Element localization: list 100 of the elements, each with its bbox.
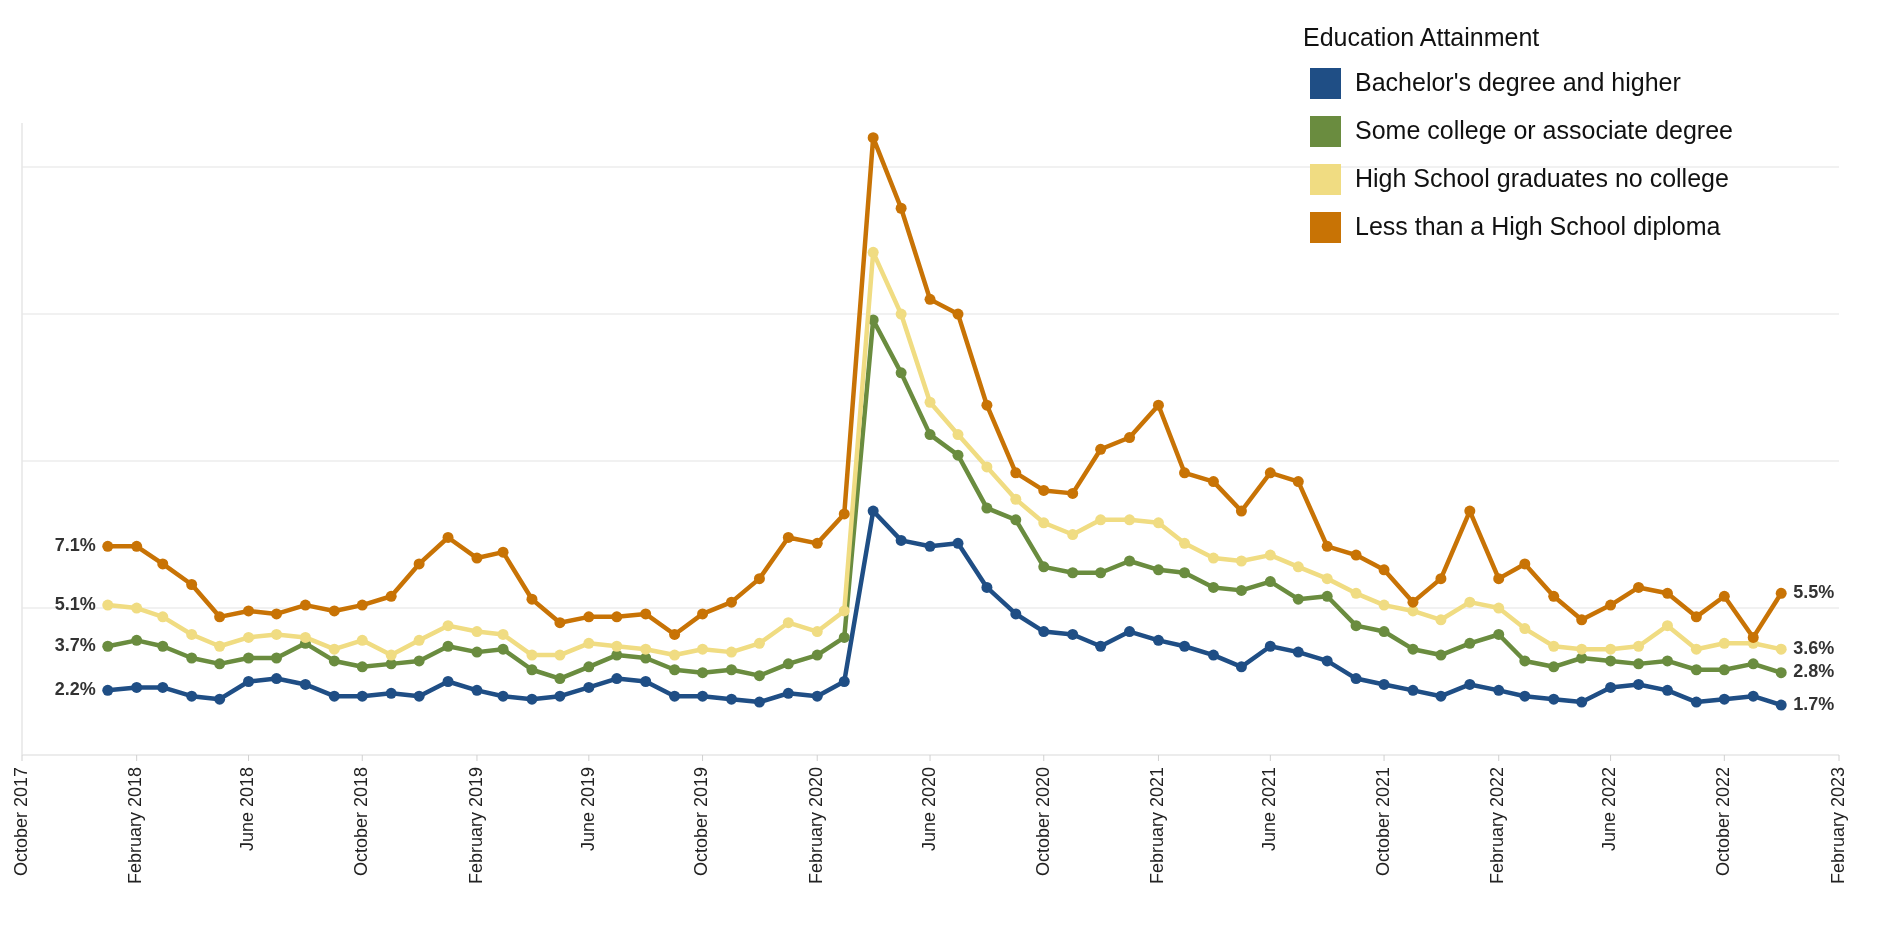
point [131, 681, 143, 693]
point [1718, 664, 1730, 676]
point [1038, 561, 1050, 573]
point [1179, 467, 1191, 479]
x-tick-label: June 2021 [1259, 767, 1280, 852]
point [838, 631, 850, 643]
point [471, 684, 483, 696]
point [214, 611, 226, 623]
point [271, 608, 283, 620]
x-tick-label: February 2022 [1487, 767, 1508, 885]
point [1548, 640, 1560, 652]
point [1718, 693, 1730, 705]
point [1464, 637, 1476, 649]
point [811, 690, 823, 702]
point [1067, 567, 1079, 579]
point [1264, 467, 1276, 479]
x-tick-label: February 2018 [125, 767, 146, 885]
point [1095, 640, 1107, 652]
point [838, 508, 850, 520]
point [1519, 655, 1531, 667]
point [782, 658, 794, 670]
point [583, 637, 595, 649]
point [611, 673, 623, 685]
point [1747, 658, 1759, 670]
data-label: 7.1% [54, 535, 96, 556]
point [1605, 643, 1617, 655]
x-tick-label: February 2019 [465, 767, 486, 885]
point [1605, 681, 1617, 693]
point [753, 637, 765, 649]
point [640, 676, 652, 688]
point [243, 652, 255, 664]
point [697, 667, 709, 679]
point [1038, 484, 1050, 496]
point [1152, 564, 1164, 576]
point [1350, 549, 1362, 561]
point [867, 132, 879, 144]
point [782, 617, 794, 629]
point [1493, 628, 1505, 640]
point [497, 628, 509, 640]
point [1321, 655, 1333, 667]
point [299, 631, 311, 643]
point [1633, 678, 1645, 690]
point [356, 634, 368, 646]
point [157, 681, 169, 693]
point [328, 690, 340, 702]
point [1378, 599, 1390, 611]
data-label: 3.7% [54, 634, 96, 655]
point [811, 537, 823, 549]
point [243, 676, 255, 688]
point [1690, 696, 1702, 708]
point [271, 628, 283, 640]
point [1633, 581, 1645, 593]
point [1493, 573, 1505, 585]
x-tick-label: June 2018 [237, 767, 258, 852]
x-tick-label: October 2021 [1372, 767, 1393, 877]
point [471, 626, 483, 638]
legend-title: Education Attainment [1303, 23, 1540, 51]
legend-label: Some college or associate degree [1355, 115, 1734, 144]
data-label: 2.2% [54, 679, 96, 700]
point [1548, 661, 1560, 673]
x-tick-label: June 2022 [1599, 767, 1620, 852]
point [1464, 678, 1476, 690]
point [1576, 643, 1588, 655]
point [952, 308, 964, 320]
point [1378, 626, 1390, 638]
point [1548, 693, 1560, 705]
legend-label: High School graduates no college [1355, 163, 1729, 192]
point [471, 646, 483, 658]
point [356, 599, 368, 611]
x-tick-label: October 2018 [351, 767, 372, 877]
point [1350, 673, 1362, 685]
point [271, 652, 283, 664]
point [1095, 514, 1107, 526]
point [1661, 620, 1673, 632]
x-tick-label: February 2023 [1827, 767, 1848, 885]
point [1235, 661, 1247, 673]
point [243, 605, 255, 617]
x-tick-label: June 2019 [577, 767, 598, 852]
point [1095, 443, 1107, 455]
point [157, 558, 169, 570]
point [442, 676, 454, 688]
x-tick-label: June 2020 [918, 767, 939, 852]
point [1661, 587, 1673, 599]
point [583, 611, 595, 623]
point [385, 590, 397, 602]
point [1010, 514, 1022, 526]
point [838, 605, 850, 617]
point [554, 673, 566, 685]
point [471, 552, 483, 564]
point [214, 658, 226, 670]
point [1690, 664, 1702, 676]
point [1605, 599, 1617, 611]
point [640, 643, 652, 655]
point [526, 593, 538, 605]
point [1435, 614, 1447, 626]
point [186, 628, 198, 640]
point [1407, 596, 1419, 608]
point [725, 664, 737, 676]
x-tick-label: October 2022 [1713, 767, 1734, 877]
point [1321, 540, 1333, 552]
